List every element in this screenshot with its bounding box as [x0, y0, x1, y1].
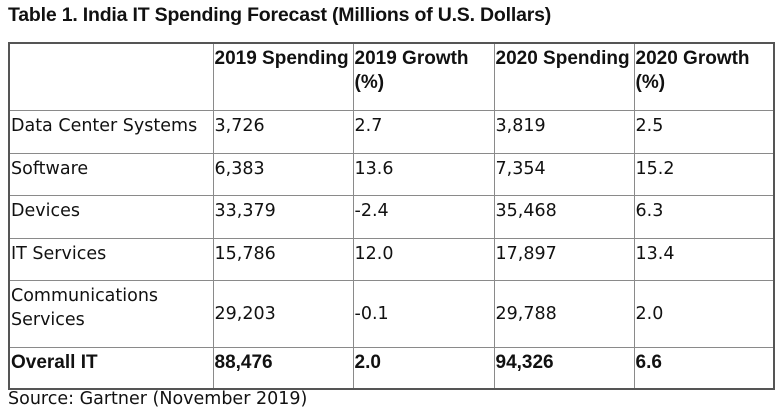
header-2020-growth: 2020 Growth (%) [633, 42, 775, 111]
header-2020-spending: 2020 Spending [493, 42, 635, 111]
spend-2020-cell: 94,326 [493, 346, 635, 390]
spend-2019-cell: 29,203 [212, 279, 354, 348]
growth-2019-cell: 2.0 [352, 346, 495, 390]
segment-cell: IT Services [8, 237, 214, 281]
growth-2020-cell: 15.2 [633, 152, 775, 196]
growth-2020-cell: 13.4 [633, 237, 775, 281]
spend-2020-cell: 7,354 [493, 152, 635, 196]
growth-2020-cell: 6.6 [633, 346, 775, 390]
growth-2020-cell: 2.5 [633, 109, 775, 154]
growth-2019-cell: -2.4 [352, 194, 495, 239]
spend-2020-cell: 29,788 [493, 279, 635, 348]
header-row: 2019 Spending 2019 Growth (%) 2020 Spend… [8, 42, 775, 111]
segment-cell: Devices [8, 194, 214, 239]
spending-table: 2019 Spending 2019 Growth (%) 2020 Spend… [8, 42, 775, 390]
segment-cell: Overall IT [8, 346, 214, 390]
total-row: Overall IT 88,476 2.0 94,326 6.6 [8, 346, 775, 390]
spend-2020-cell: 3,819 [493, 109, 635, 154]
segment-cell: Communications Services [8, 279, 214, 348]
growth-2020-cell: 6.3 [633, 194, 775, 239]
spend-2019-cell: 33,379 [212, 194, 354, 239]
table-row: IT Services 15,786 12.0 17,897 13.4 [8, 237, 775, 281]
table-row: Communications Services 29,203 -0.1 29,7… [8, 279, 775, 348]
growth-2020-cell: 2.0 [633, 279, 775, 348]
header-2019-growth: 2019 Growth (%) [352, 42, 495, 111]
segment-cell: Data Center Systems [8, 109, 214, 154]
spend-2019-cell: 88,476 [212, 346, 354, 390]
growth-2019-cell: -0.1 [352, 279, 495, 348]
growth-2019-cell: 12.0 [352, 237, 495, 281]
header-segment [8, 42, 214, 111]
table-row: Devices 33,379 -2.4 35,468 6.3 [8, 194, 775, 239]
segment-cell: Software [8, 152, 214, 196]
table-row: Software 6,383 13.6 7,354 15.2 [8, 152, 775, 196]
spend-2020-cell: 35,468 [493, 194, 635, 239]
table-row: Data Center Systems 3,726 2.7 3,819 2.5 [8, 109, 775, 154]
growth-2019-cell: 13.6 [352, 152, 495, 196]
header-2019-spending: 2019 Spending [212, 42, 354, 111]
spend-2019-cell: 15,786 [212, 237, 354, 281]
growth-2019-cell: 2.7 [352, 109, 495, 154]
spend-2019-cell: 6,383 [212, 152, 354, 196]
spend-2019-cell: 3,726 [212, 109, 354, 154]
table-title: Table 1. India IT Spending Forecast (Mil… [8, 4, 552, 26]
spend-2020-cell: 17,897 [493, 237, 635, 281]
source-note: Source: Gartner (November 2019) [8, 389, 308, 409]
